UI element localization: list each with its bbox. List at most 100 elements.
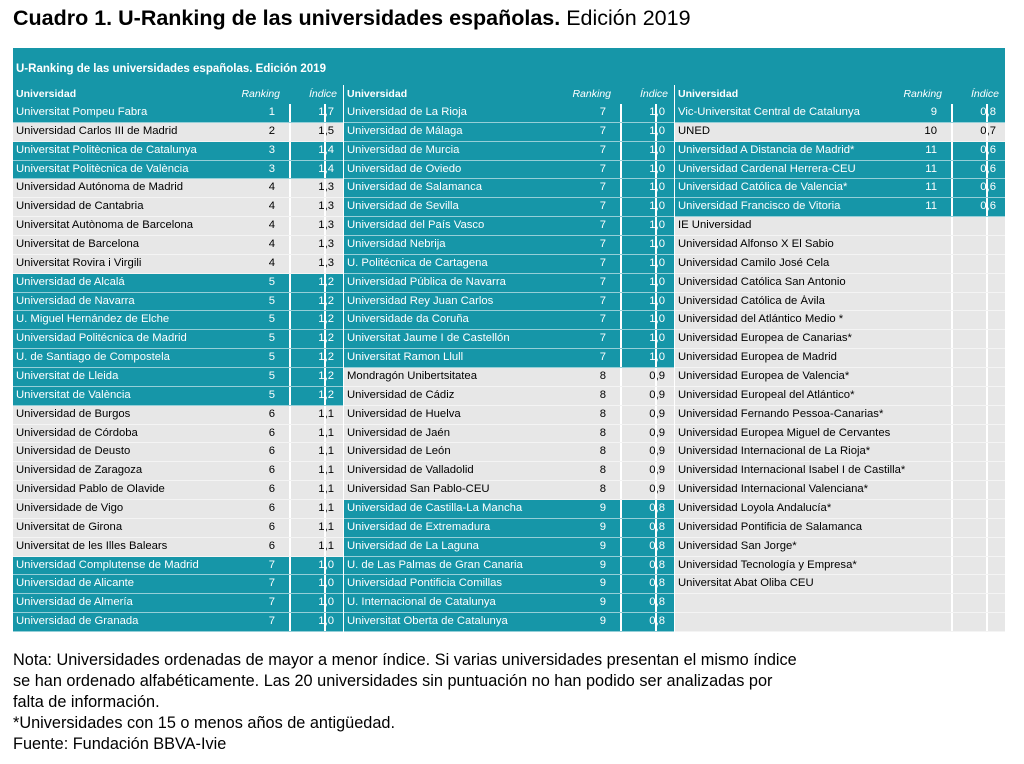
index-value: 1,0 [649,332,665,345]
index-value: 1,0 [649,294,665,307]
cell-divider [986,217,988,236]
university-name: Universidad Tecnología y Empresa* [678,558,857,571]
cell-divider [655,594,657,613]
ranking-value: 6 [268,426,275,439]
university-name: Universidad Complutense de Madrid [16,558,199,571]
university-name: Universidad Camilo José Cela [678,256,830,269]
cell-divider [986,160,988,179]
title-bold: Cuadro 1. U-Ranking de las universidades… [13,6,561,30]
cell-divider [324,386,326,405]
cell-divider [289,368,291,386]
cell-divider [289,236,291,254]
cell-divider [986,518,988,537]
university-name: Universidad Internacional de La Rioja* [678,445,871,458]
column-rows: Universitat Pompeu Fabra 1 1,7 Universidad … [13,104,343,633]
cell-divider [620,462,622,481]
title-edition: Edición 2019 [560,6,691,30]
table-row: Universidad de Extremadura 9 0,8 [344,518,674,538]
university-name: Universidad Pablo de Olavide [16,483,165,496]
cell-divider [620,160,622,179]
note-source: Fuente: Fundación BBVA-Ivie [13,735,227,753]
cell-divider [986,556,988,575]
cell-divider [324,424,326,443]
cell-divider [655,141,657,160]
cell-divider [289,424,291,443]
header-ranking: Ranking [241,88,280,100]
cell-divider [324,198,326,217]
index-value: 0,8 [649,596,665,609]
cell-divider [289,330,291,349]
cell-divider [655,405,657,424]
index-value: 1,0 [649,351,665,364]
index-value: 0,9 [649,407,665,420]
university-name: Universidad de Cantabria [16,200,144,213]
table-row: Universitat Abat Oliba CEU [675,575,1005,595]
table-row: U. de Las Palmas de Gran Canaria 9 0,8 [344,556,674,576]
index-value: 0,8 [980,106,996,118]
table-row: Universitat Jaume I de Castellón 7 1,0 [344,330,674,350]
cell-divider [655,462,657,481]
cell-divider [951,556,953,575]
table-row: Universidad de Granada 7 1,0 [13,613,343,633]
university-name: IE Universidad [678,219,752,232]
ranking-value: 7 [599,124,606,137]
table-row: Universidad Fernando Pessoa-Canarias* [675,405,1005,425]
cell-divider [655,254,657,273]
index-value: 0,8 [649,520,665,533]
cell-divider [986,349,988,368]
ranking-value: 8 [599,464,606,477]
university-name: Universidad Pública de Navarra [347,275,506,288]
ranking-value: 6 [268,464,275,477]
ranking-value: 6 [268,407,275,420]
ranking-value: 9 [599,577,606,590]
cell-divider [620,141,622,160]
table-row: Universidad Pablo de Olavide 6 1,1 [13,481,343,501]
index-value: 1,2 [318,332,334,345]
ranking-value: 4 [268,181,275,194]
university-name: UNED [678,124,711,137]
index-value: 1,0 [318,577,334,590]
index-value: 0,8 [649,502,665,515]
header-index: Índice [639,88,668,100]
table-row: Universidad San Jorge* [675,537,1005,557]
university-name: Universidad de Zaragoza [16,464,143,477]
ranking-value: 9 [599,558,606,571]
table-row: UNED 10 0,7 [675,122,1005,142]
cell-divider [289,481,291,500]
table-row: IE Universidad [675,217,1005,237]
university-name: Universidad Europea de Madrid [678,351,837,364]
university-name: Universidad de Salamanca [347,181,483,194]
table-row: Universidad Europea de Madrid [675,349,1005,369]
table-row: Universitat de Lleida 5 1,2 [13,368,343,387]
table-row: U. de Santiago de Compostela 5 1,2 [13,349,343,369]
university-name: Universitat de les Illes Balears [16,539,168,552]
university-name: Universidad de Huelva [347,407,461,420]
table-row: Universidad Internacional de La Rioja* [675,443,1005,463]
ranking-value: 5 [268,294,275,307]
university-name: Universitat de València [16,388,131,401]
index-value: 1,2 [318,370,334,383]
university-name: Universidad Cardenal Herrera-CEU [678,162,856,175]
university-name: Universidad Europea de Valencia* [678,370,850,383]
university-name: Universidad Católica de Valencia* [678,181,848,194]
cell-divider [289,254,291,273]
cell-divider [951,518,953,537]
index-value: 0,9 [649,483,665,496]
university-name: Universidad de Córdoba [16,426,138,439]
cell-divider [951,405,953,424]
cell-divider [620,368,622,386]
cell-divider [620,613,622,632]
cell-divider [289,443,291,462]
university-name: U. Politécnica de Cartagena [347,256,488,269]
table-row: Universitat Politècnica de València 3 1,4 [13,160,343,180]
table-row: Universidad Autónoma de Madrid 4 1,3 [13,179,343,199]
cell-divider [655,500,657,518]
index-value: 0,9 [649,464,665,477]
cell-divider [289,273,291,292]
cell-divider [324,368,326,386]
table-row: Universitat de València 5 1,2 [13,386,343,406]
index-value: 1,0 [649,124,665,137]
cell-divider [620,594,622,613]
cell-divider [951,575,953,594]
university-name: Universidad Europea de Canarias* [678,332,852,345]
